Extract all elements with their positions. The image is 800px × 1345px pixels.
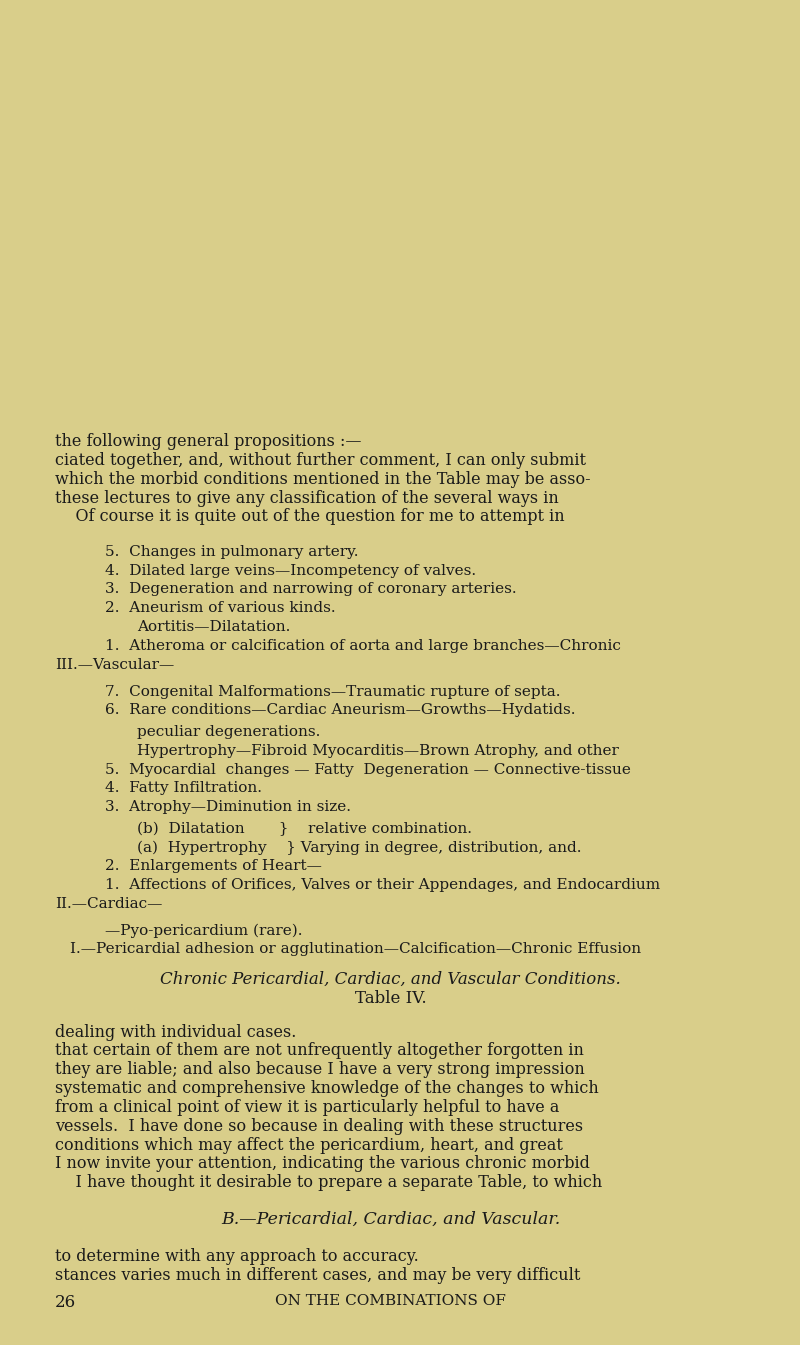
Text: these lectures to give any classification of the several ways in: these lectures to give any classificatio…: [54, 490, 558, 507]
Text: 7.  Congenital Malformations—Traumatic rupture of septa.: 7. Congenital Malformations—Traumatic ru…: [106, 685, 561, 698]
Text: Table IV.: Table IV.: [354, 990, 426, 1007]
Text: which the morbid conditions mentioned in the Table may be asso-: which the morbid conditions mentioned in…: [54, 471, 590, 488]
Text: vessels.  I have done so because in dealing with these structures: vessels. I have done so because in deali…: [54, 1118, 583, 1135]
Text: peculiar degenerations.: peculiar degenerations.: [137, 725, 320, 738]
Text: Hypertrophy—Fibroid Myocarditis—Brown Atrophy, and other: Hypertrophy—Fibroid Myocarditis—Brown At…: [137, 744, 618, 757]
Text: (b)  Dilatation       }    relative combination.: (b) Dilatation } relative combination.: [137, 822, 472, 837]
Text: ciated together, and, without further comment, I can only submit: ciated together, and, without further co…: [54, 452, 586, 469]
Text: ON THE COMBINATIONS OF: ON THE COMBINATIONS OF: [275, 1294, 506, 1307]
Text: stances varies much in different cases, and may be very difficult: stances varies much in different cases, …: [54, 1267, 580, 1284]
Text: from a clinical point of view it is particularly helpful to have a: from a clinical point of view it is part…: [54, 1099, 559, 1116]
Text: 26: 26: [54, 1294, 76, 1311]
Text: (a)  Hypertrophy    } Varying in degree, distribution, and.: (a) Hypertrophy } Varying in degree, dis…: [137, 841, 582, 855]
Text: 1.  Affections of Orifices, Valves or their Appendages, and Endocardium: 1. Affections of Orifices, Valves or the…: [106, 878, 661, 892]
Text: Aortitis—Dilatation.: Aortitis—Dilatation.: [137, 620, 290, 633]
Text: 4.  Dilated large veins—Incompetency of valves.: 4. Dilated large veins—Incompetency of v…: [106, 564, 477, 577]
Text: dealing with individual cases.: dealing with individual cases.: [54, 1024, 296, 1041]
Text: 4.  Fatty Infiltration.: 4. Fatty Infiltration.: [106, 781, 262, 795]
Text: I have thought it desirable to prepare a separate Table, to which: I have thought it desirable to prepare a…: [54, 1174, 602, 1192]
Text: 1.  Atheroma or calcification of aorta and large branches—Chronic: 1. Atheroma or calcification of aorta an…: [106, 639, 622, 652]
Text: II.—Cardiac—: II.—Cardiac—: [54, 897, 162, 911]
Text: I.—Pericardial adhesion or agglutination—Calcification—Chronic Effusion: I.—Pericardial adhesion or agglutination…: [70, 941, 642, 955]
Text: 3.  Degeneration and narrowing of coronary arteries.: 3. Degeneration and narrowing of coronar…: [106, 582, 517, 596]
Text: 5.  Myocardial  changes — Fatty  Degeneration — Connective-tissue: 5. Myocardial changes — Fatty Degenerati…: [106, 763, 631, 776]
Text: to determine with any approach to accuracy.: to determine with any approach to accura…: [54, 1248, 418, 1266]
Text: 6.  Rare conditions—Cardiac Aneurism—Growths—Hydatids.: 6. Rare conditions—Cardiac Aneurism—Grow…: [106, 703, 576, 717]
Text: 3.  Atrophy—Diminution in size.: 3. Atrophy—Diminution in size.: [106, 800, 351, 814]
Text: Chronic Pericardial, Cardiac, and Vascular Conditions.: Chronic Pericardial, Cardiac, and Vascul…: [160, 971, 621, 989]
Text: 5.  Changes in pulmonary artery.: 5. Changes in pulmonary artery.: [106, 545, 359, 558]
Text: 2.  Enlargements of Heart—: 2. Enlargements of Heart—: [106, 859, 322, 873]
Text: B.—Pericardial, Cardiac, and Vascular.: B.—Pericardial, Cardiac, and Vascular.: [221, 1210, 560, 1228]
Text: Of course it is quite out of the question for me to attempt in: Of course it is quite out of the questio…: [54, 508, 564, 526]
Text: they are liable; and also because I have a very strong impression: they are liable; and also because I have…: [54, 1061, 585, 1079]
Text: —Pyo-pericardium (rare).: —Pyo-pericardium (rare).: [106, 924, 303, 939]
Text: 2.  Aneurism of various kinds.: 2. Aneurism of various kinds.: [106, 601, 336, 615]
Text: I now invite your attention, indicating the various chronic morbid: I now invite your attention, indicating …: [54, 1155, 590, 1173]
Text: systematic and comprehensive knowledge of the changes to which: systematic and comprehensive knowledge o…: [54, 1080, 598, 1098]
Text: the following general propositions :—: the following general propositions :—: [54, 433, 361, 451]
Text: III.—Vascular—: III.—Vascular—: [54, 658, 174, 671]
Text: conditions which may affect the pericardium, heart, and great: conditions which may affect the pericard…: [54, 1137, 562, 1154]
Text: that certain of them are not unfrequently altogether forgotten in: that certain of them are not unfrequentl…: [54, 1042, 583, 1060]
